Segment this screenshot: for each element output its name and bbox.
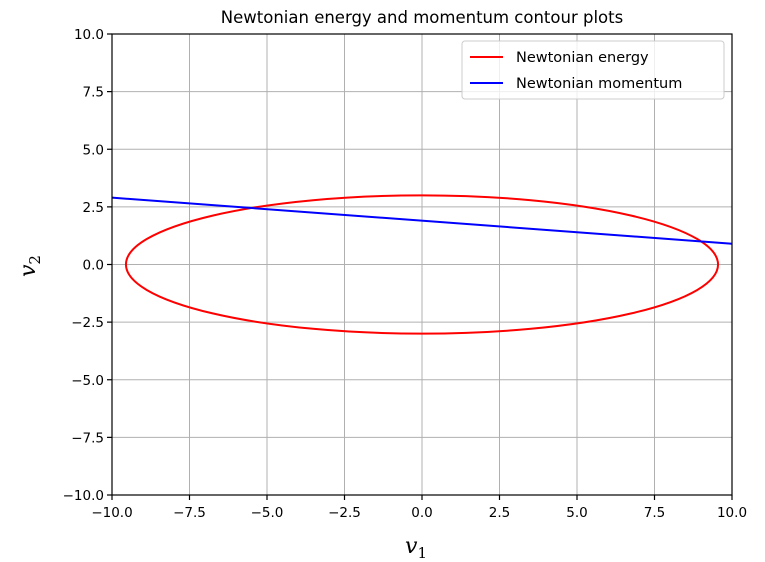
- legend-label-energy: Newtonian energy: [516, 50, 649, 66]
- legend-label-momentum: Newtonian momentum: [516, 76, 682, 92]
- y-tick-label: −7.5: [71, 430, 104, 446]
- x-tick-label: −7.5: [173, 505, 206, 521]
- y-tick-label: 10.0: [74, 27, 104, 43]
- x-axis-label: v1: [405, 534, 427, 562]
- x-tick-label: 2.5: [489, 505, 510, 521]
- y-tick-label: 2.5: [83, 200, 104, 216]
- y-tick-label: −2.5: [71, 315, 104, 331]
- energy-contour: [124, 194, 720, 335]
- y-tick-label: 7.5: [83, 85, 104, 101]
- x-tick-label: 7.5: [644, 505, 665, 521]
- legend-box: [461, 40, 725, 100]
- y-tick-label: −10.0: [63, 488, 104, 504]
- y-axis-label: v2: [16, 255, 44, 277]
- momentum-contour: [111, 196, 733, 245]
- y-tick-label: 0.0: [83, 258, 104, 274]
- y-tick-label: 5.0: [83, 142, 104, 158]
- chart-title: Newtonian energy and momentum contour pl…: [221, 8, 623, 27]
- x-axis: −10.0 −7.5 −5.0 −2.5 0.0 2.5 5.0 7.5 10.0: [91, 495, 747, 521]
- plot-series: [111, 194, 733, 335]
- x-tick-label: 0.0: [411, 505, 432, 521]
- x-tick-label: 10.0: [717, 505, 747, 521]
- y-axis: −10.0 −7.5 −5.0 −2.5 0.0 2.5 5.0 7.5 10.0: [63, 27, 112, 504]
- x-tick-label: −2.5: [328, 505, 361, 521]
- x-tick-label: −5.0: [251, 505, 284, 521]
- y-tick-label: −5.0: [71, 373, 104, 389]
- x-tick-label: −10.0: [91, 505, 132, 521]
- x-tick-label: 5.0: [566, 505, 587, 521]
- grid-lines: [111, 33, 733, 496]
- legend: Newtonian energy Newtonian momentum: [461, 40, 725, 100]
